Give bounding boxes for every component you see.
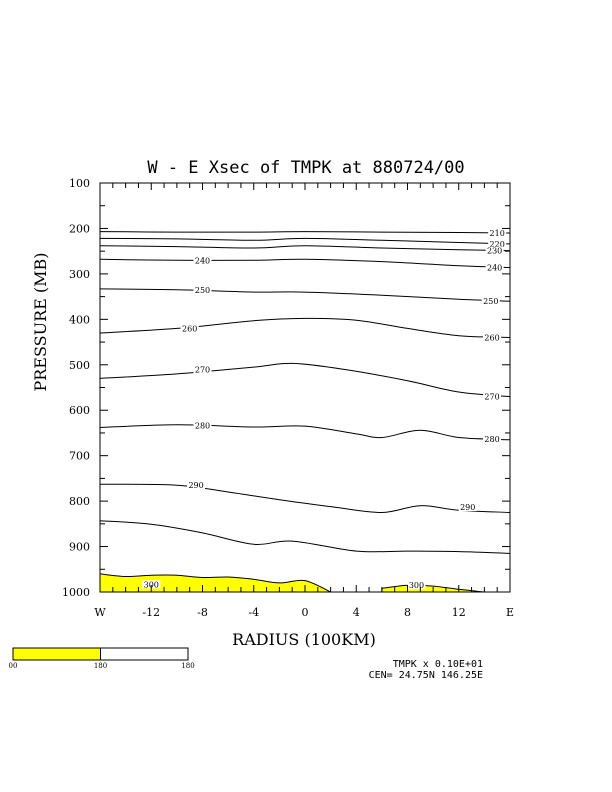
y-tick-label: 700 <box>69 450 90 463</box>
contour-label-bg <box>485 263 504 272</box>
y-tick-label: 900 <box>69 541 90 554</box>
y-tick-label: 300 <box>69 268 90 281</box>
y-tick-label: 600 <box>69 404 90 417</box>
contour-label-bg <box>485 246 504 255</box>
contour-label-bg <box>483 392 502 401</box>
color-bar-label: 180 <box>94 662 107 670</box>
contour-label-bg <box>180 324 199 333</box>
x-tick-label: E <box>506 606 514 619</box>
contour-label: 300 <box>409 581 424 590</box>
color-bar-label: 180 <box>181 662 194 670</box>
contour-220 <box>99 237 511 245</box>
contour-lines <box>99 231 511 554</box>
x-tick-label: 4 <box>353 606 360 619</box>
contour-label-bg <box>193 365 212 374</box>
contour-300 <box>99 520 511 554</box>
y-tick-label: 200 <box>69 222 90 235</box>
contour-label-bg <box>407 581 426 590</box>
plot-frame <box>99 182 511 593</box>
contour-label-bg <box>458 503 477 512</box>
contour-label-bg <box>481 297 500 306</box>
color-bar-empty-box <box>100 647 189 661</box>
x-tick-labels: W -12 -8 -4 0 4 8 12 E <box>94 606 514 619</box>
contour-label: 250 <box>195 286 210 295</box>
y-tick-label: 500 <box>69 359 90 372</box>
contour-label: 230 <box>487 247 502 256</box>
contour-label: 260 <box>484 334 499 343</box>
x-tick-label: 0 <box>302 606 309 619</box>
contour-label-bg <box>193 421 212 430</box>
contour-label-bg <box>187 481 206 490</box>
y-tick-label: 800 <box>69 495 90 508</box>
contour-label: 280 <box>484 435 499 444</box>
x-tick-label: 8 <box>404 606 411 619</box>
contour-250 <box>99 288 511 302</box>
contour-240 <box>99 258 511 268</box>
color-bar: 00 180 180 <box>9 647 195 670</box>
contour-label: 290 <box>460 503 475 512</box>
contour-label: 260 <box>182 324 197 333</box>
contour-label-bg <box>193 256 212 265</box>
contour-label-bg <box>193 285 212 294</box>
contour-label: 220 <box>490 240 505 249</box>
contour-label-bg <box>483 333 502 342</box>
contour-210 <box>99 231 511 234</box>
contour-label: 240 <box>195 256 210 265</box>
contour-label-bg <box>488 228 507 237</box>
contour-label: 290 <box>188 481 203 490</box>
contour-280 <box>99 424 511 441</box>
contour-260 <box>99 317 511 338</box>
color-bar-fill-box <box>12 647 101 661</box>
scale-text: TMPK x 0.10E+01 <box>393 659 483 670</box>
contour-label: 250 <box>483 297 498 306</box>
contour-label: 270 <box>484 393 499 402</box>
x-axis-label: RADIUS (100KM) <box>232 630 376 649</box>
x-tick-label: W <box>94 606 106 619</box>
y-tick-labels: 100 200 300 400 500 600 700 800 900 1000 <box>62 177 90 599</box>
contour-230 <box>99 245 511 252</box>
x-tick-label: -8 <box>197 606 208 619</box>
contour-270 <box>99 362 511 398</box>
contour-label-bg <box>142 580 161 589</box>
x-tick-label: -4 <box>248 606 259 619</box>
y-axis-label: PRESSURE (MB) <box>31 252 50 391</box>
contour-290 <box>99 483 511 514</box>
axis-ticks <box>99 182 511 593</box>
y-tick-label: 100 <box>69 177 90 190</box>
x-tick-label: -12 <box>142 606 160 619</box>
contour-label: 300 <box>144 580 159 589</box>
y-tick-label: 400 <box>69 313 90 326</box>
chart-title: W - E Xsec of TMPK at 880724/00 <box>147 158 464 178</box>
center-text: CEN= 24.75N 146.25E <box>369 670 483 681</box>
contour-label-bg <box>483 434 502 443</box>
y-tick-label: 1000 <box>62 586 90 599</box>
contour-label: 280 <box>195 422 210 431</box>
contour-label: 240 <box>487 264 502 273</box>
contour-label: 270 <box>195 365 210 374</box>
contour-label-bg <box>488 239 507 248</box>
x-tick-label: 12 <box>452 606 466 619</box>
color-bar-label: 00 <box>9 662 18 670</box>
contour-label: 210 <box>490 229 505 238</box>
